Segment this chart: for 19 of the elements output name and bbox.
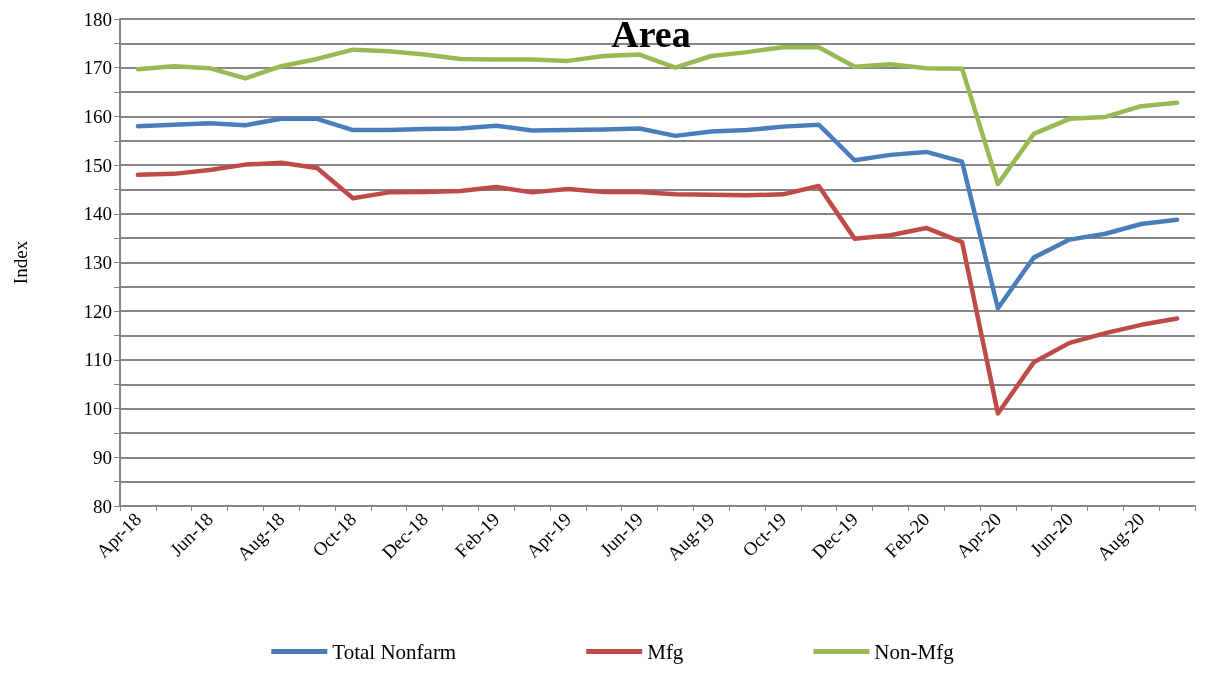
y-tick-label: 140 bbox=[83, 203, 112, 225]
line-series bbox=[135, 45, 1180, 187]
y-tick-label: 90 bbox=[93, 446, 112, 468]
chart-title: Area bbox=[611, 13, 691, 55]
y-tick-label: 180 bbox=[83, 8, 112, 30]
y-tick-label: 150 bbox=[83, 154, 112, 176]
legend-label: Mfg bbox=[647, 639, 684, 664]
y-tick-label: 160 bbox=[83, 105, 112, 127]
y-axis-title: Index bbox=[10, 240, 31, 285]
y-tick-label: 100 bbox=[83, 398, 112, 420]
legend-label: Total Nonfarm bbox=[332, 639, 457, 664]
y-tick-label: 120 bbox=[83, 300, 112, 322]
line-series bbox=[135, 116, 1180, 311]
y-tick-label: 80 bbox=[93, 495, 112, 517]
y-tick-label: 170 bbox=[83, 57, 112, 79]
legend-label: Non-Mfg bbox=[874, 639, 955, 664]
y-tick-label: 110 bbox=[84, 349, 112, 371]
line-series bbox=[135, 160, 1180, 416]
y-tick-label: 130 bbox=[83, 252, 112, 273]
